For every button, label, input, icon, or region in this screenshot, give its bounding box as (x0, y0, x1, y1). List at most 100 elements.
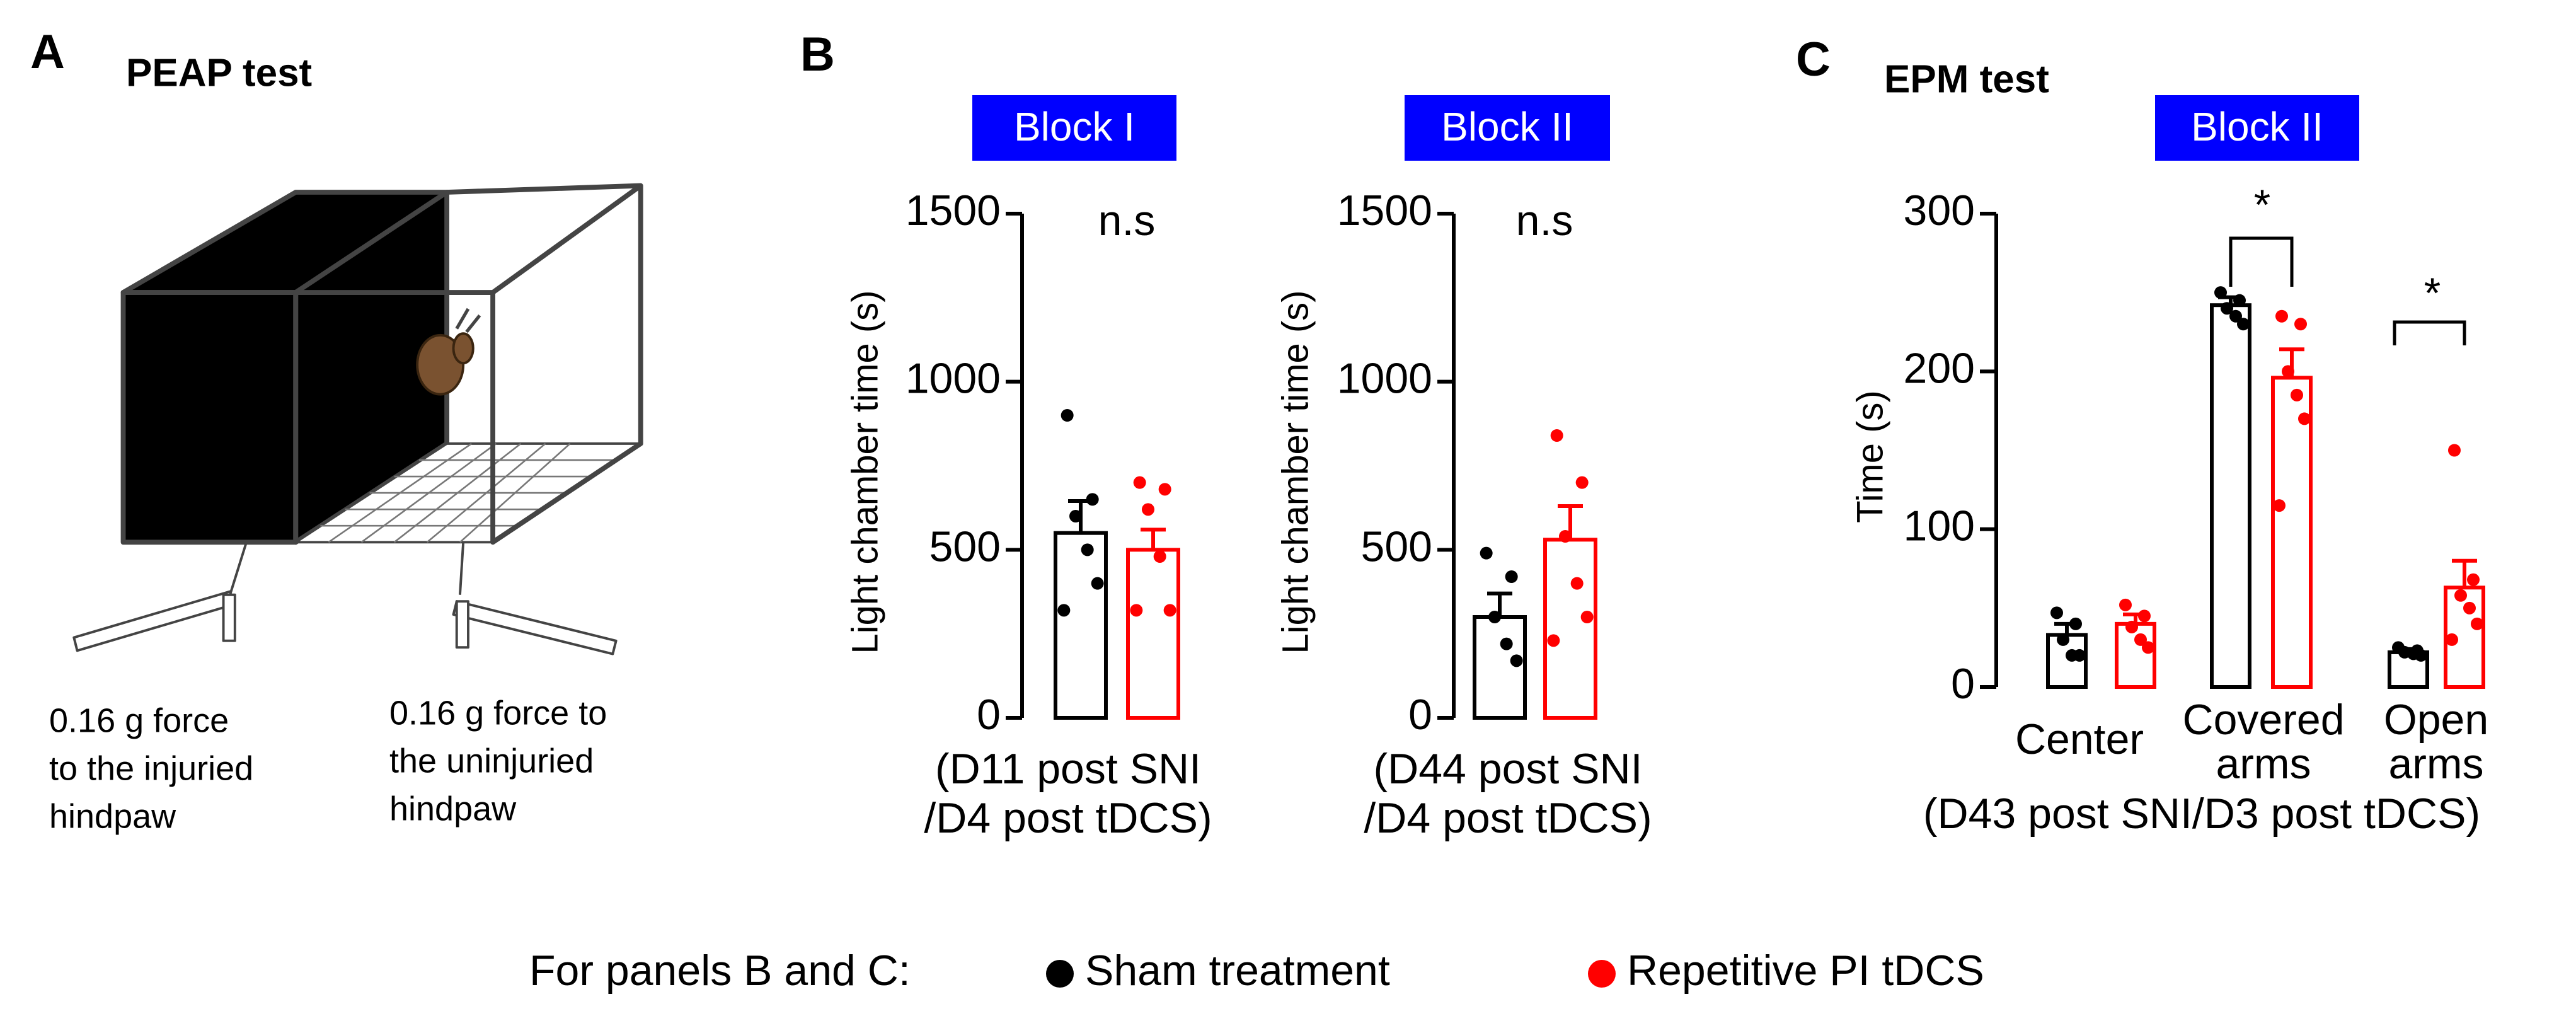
data-point (1153, 550, 1166, 563)
note-text: hindpaw (389, 790, 517, 828)
data-point (2467, 573, 2480, 586)
note-text: to the injuried (49, 749, 253, 787)
data-point (2125, 620, 2138, 633)
chamber-illustration (72, 183, 643, 655)
data-point (1500, 637, 1513, 650)
annotation: * (2254, 181, 2270, 229)
panel-title: PEAP test (126, 51, 312, 95)
data-point (1547, 634, 1560, 647)
y-tick-label: 0 (977, 691, 1001, 739)
y-tick-label: 500 (1361, 522, 1432, 570)
data-point (1142, 503, 1154, 516)
title-box (972, 95, 1176, 161)
data-point (2454, 589, 2467, 602)
data-point (2471, 617, 2483, 630)
data-point (1091, 577, 1104, 590)
annotation: n.s (1098, 197, 1156, 245)
data-point (2237, 318, 2250, 331)
y-tick-label: 100 (1904, 502, 1975, 550)
note-text: 0.16 g force to (389, 694, 607, 732)
data-point (1057, 604, 1071, 617)
panel-title: EPM test (1884, 57, 2049, 101)
data-point (2138, 609, 2151, 623)
y-tick-label: 1500 (906, 187, 1001, 234)
data-point (1081, 543, 1094, 557)
data-point (1130, 604, 1143, 617)
note-text: 0.16 g force (49, 701, 229, 739)
data-point (2282, 365, 2294, 378)
chart-title: Block I (1014, 104, 1135, 149)
data-point (1069, 510, 1082, 522)
x-tick-label: arms (2388, 740, 2483, 788)
legend-prefix: For panels B and C: (529, 947, 911, 995)
data-point (2273, 499, 2286, 512)
data-point (2294, 318, 2307, 331)
annotation: n.s (1516, 197, 1573, 245)
data-point (2214, 286, 2227, 299)
y-tick-label: 300 (1904, 187, 1975, 234)
data-point (2446, 633, 2458, 646)
data-point (2119, 598, 2132, 611)
x-tick-label: Covered (2182, 696, 2344, 744)
data-point (2275, 309, 2288, 323)
data-point (1559, 530, 1572, 543)
error-bar (1487, 591, 1512, 617)
data-point (1086, 493, 1099, 506)
data-point (1133, 476, 1146, 489)
y-axis-label: Light chamber time (s) (1275, 291, 1316, 654)
y-tick-label: 0 (1408, 691, 1432, 739)
data-point (2057, 633, 2069, 646)
bar (2115, 621, 2156, 689)
x-tick-label: Open (2384, 696, 2488, 744)
significance-bracket (2229, 236, 2294, 287)
data-point (2142, 641, 2154, 654)
data-point (2291, 388, 2303, 401)
data-point (1488, 611, 1501, 623)
data-point (1480, 546, 1493, 560)
error-bar (2452, 558, 2477, 588)
annotation: * (2424, 269, 2441, 317)
y-tick-label: 1000 (906, 355, 1001, 403)
y-axis-label: Light chamber time (s) (844, 291, 885, 654)
data-point (2069, 617, 2082, 630)
note-text: the uninjuried (389, 742, 594, 780)
x-axis-label: (D44 post SNI (1373, 745, 1642, 793)
title-box (2155, 95, 2359, 161)
panel-label: B (800, 28, 835, 81)
legend-label: Sham treatment (1085, 947, 1390, 995)
data-point (2448, 444, 2461, 457)
chart-title: Block II (2191, 104, 2323, 149)
note-text: hindpaw (49, 797, 176, 835)
x-axis-label: (D11 post SNI (935, 745, 1201, 793)
legend-label: Repetitive PI tDCS (1627, 947, 1984, 995)
panel-label: A (30, 25, 65, 79)
y-tick-label: 0 (1951, 660, 1975, 708)
data-point (1570, 577, 1584, 590)
legend-swatch (1046, 960, 1074, 988)
data-point (1550, 429, 1563, 442)
data-point (2415, 649, 2427, 662)
data-point (2463, 601, 2476, 614)
data-point (2221, 302, 2233, 315)
bar (1126, 548, 1180, 720)
legend-swatch (1588, 960, 1616, 988)
y-tick-label: 1000 (1337, 355, 1432, 403)
error-bar (1141, 528, 1166, 550)
data-point (2050, 606, 2063, 620)
y-tick-label: 200 (1904, 344, 1975, 392)
y-tick-label: 500 (929, 522, 1001, 570)
data-point (2298, 412, 2311, 425)
bar (2210, 303, 2251, 689)
x-tick-label: arms (2216, 740, 2311, 788)
data-point (1580, 611, 1594, 623)
data-point (2233, 294, 2246, 307)
data-point (2073, 649, 2086, 662)
bar (1054, 531, 1108, 720)
panel-label: C (1796, 33, 1831, 86)
data-point (2229, 309, 2242, 323)
data-point (1575, 476, 1589, 489)
x-axis-label: /D4 post tDCS) (1364, 794, 1652, 842)
x-tick-label: Center (2015, 715, 2144, 763)
title-box (1405, 95, 1610, 161)
